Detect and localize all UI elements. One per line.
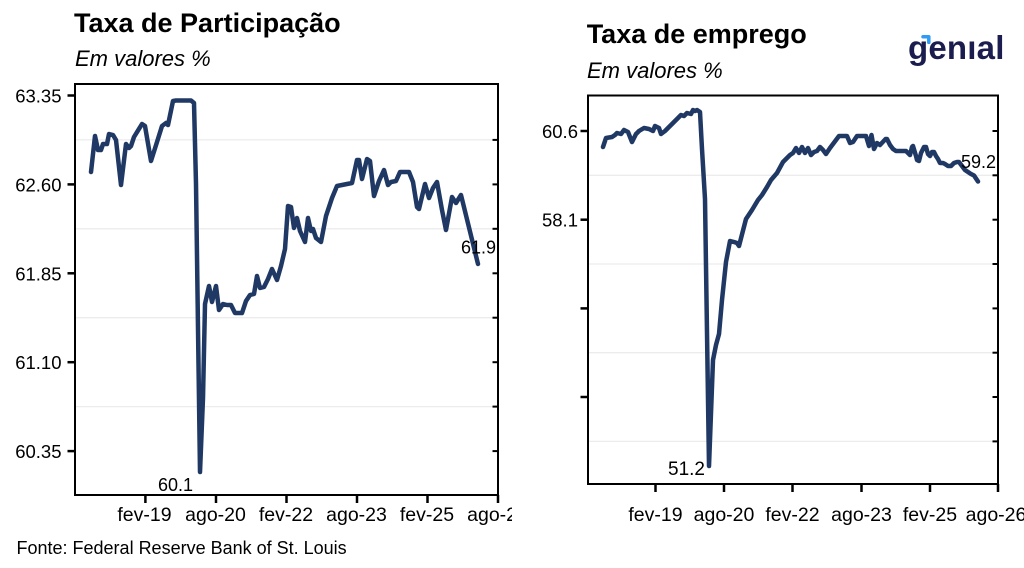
- svg-text:61.9: 61.9: [461, 238, 496, 258]
- svg-text:fev-22: fev-22: [259, 504, 313, 526]
- svg-text:fev-25: fev-25: [903, 504, 957, 526]
- svg-text:ago-20: ago-20: [694, 504, 755, 526]
- svg-text:ago-23: ago-23: [831, 504, 892, 526]
- svg-text:Taxa de emprego: Taxa de emprego: [587, 19, 807, 49]
- svg-text:ago-26: ago-26: [467, 504, 528, 526]
- svg-text:60.1: 60.1: [158, 475, 193, 495]
- svg-text:Taxa de Participação: Taxa de Participação: [74, 8, 341, 38]
- svg-text:ago-26: ago-26: [966, 504, 1024, 526]
- svg-text:fev-25: fev-25: [400, 504, 454, 526]
- svg-text:62.60: 62.60: [15, 174, 61, 195]
- svg-text:fev-19: fev-19: [628, 504, 682, 526]
- svg-text:ago-20: ago-20: [185, 504, 246, 526]
- svg-text:fev-22: fev-22: [765, 504, 819, 526]
- svg-text:51.2: 51.2: [668, 459, 705, 480]
- svg-text:63.35: 63.35: [15, 86, 61, 107]
- svg-text:genıal: genıal: [908, 29, 1005, 66]
- svg-text:59.2: 59.2: [961, 152, 996, 172]
- svg-text:60.35: 60.35: [15, 441, 61, 462]
- svg-text:61.10: 61.10: [15, 352, 61, 373]
- svg-text:fev-19: fev-19: [117, 504, 171, 526]
- svg-text:Em valores %: Em valores %: [75, 46, 211, 71]
- svg-text:61.85: 61.85: [15, 263, 61, 284]
- svg-text:58.1: 58.1: [542, 210, 578, 231]
- svg-text:60.6: 60.6: [542, 121, 578, 142]
- svg-text:ago-23: ago-23: [326, 504, 387, 526]
- svg-text:Fonte: Federal Reserve Bank of: Fonte: Federal Reserve Bank of St. Louis: [17, 538, 347, 558]
- svg-text:Em valores %: Em valores %: [587, 58, 723, 83]
